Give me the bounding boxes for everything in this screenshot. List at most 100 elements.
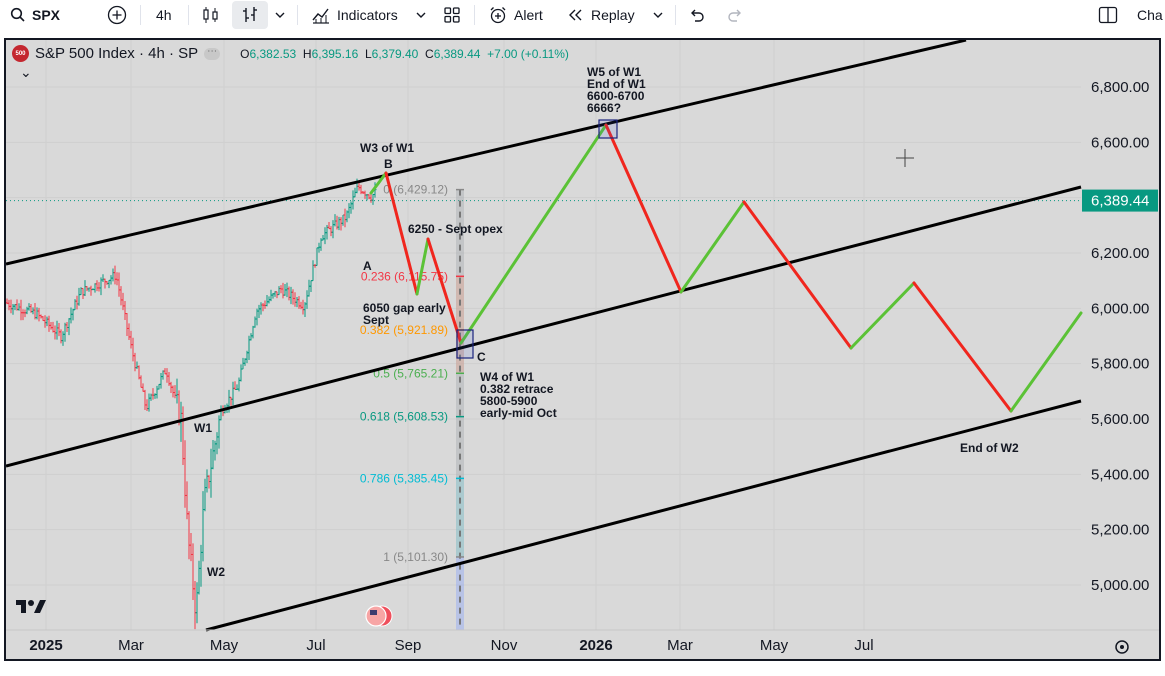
annotations: W1 W2 A B C W3 of W1 6250 - Sept opex 6050 gap … xyxy=(194,65,1019,579)
alert-button[interactable]: Alert xyxy=(488,0,543,30)
last-price-label: 6,389.44 xyxy=(1091,193,1149,210)
divider xyxy=(140,5,141,25)
fib-zone xyxy=(456,556,464,630)
fib-level-label: 0.382 (5,921.89) xyxy=(360,323,448,337)
tradingview-logo-icon xyxy=(16,600,46,613)
compare-button[interactable] xyxy=(107,0,127,30)
gear-icon xyxy=(1115,640,1129,654)
bottom-bar xyxy=(0,662,1165,676)
ohlc-values: O6,382.53 H6,395.16 L6,379.40 C6,389.44 … xyxy=(240,46,569,61)
price-bars xyxy=(6,178,377,630)
time-tick-label: 2025 xyxy=(29,637,62,654)
redo-icon xyxy=(728,9,741,22)
candles-icon xyxy=(203,7,218,23)
label-w4: 0.382 retrace xyxy=(480,382,554,396)
layout-button[interactable] xyxy=(1098,0,1118,30)
price-tick-label: 6,800.00 xyxy=(1091,79,1149,96)
replay-dropdown[interactable] xyxy=(652,0,664,30)
indicators-dropdown[interactable] xyxy=(415,0,427,30)
price-tick-label: 6,200.00 xyxy=(1091,245,1149,262)
time-tick-label: Sep xyxy=(395,637,422,654)
chevron-down-icon xyxy=(416,12,426,18)
indicators-button[interactable]: Indicators xyxy=(311,0,398,30)
price-tick-label: 5,000.00 xyxy=(1091,577,1149,594)
alarm-clock-icon xyxy=(490,7,506,24)
fib-level-label: 0.5 (5,765.21) xyxy=(373,366,448,380)
alert-label: Alert xyxy=(514,7,543,23)
wave-segment xyxy=(742,200,853,350)
interval-button[interactable]: 4h xyxy=(156,0,172,30)
label-sept-opex: 6250 - Sept opex xyxy=(408,222,503,236)
fib-zone xyxy=(456,478,464,557)
w5-target-box xyxy=(598,119,618,139)
more-dots-icon[interactable]: ⋯ xyxy=(204,46,221,60)
wave-segment xyxy=(679,200,746,294)
replay-button[interactable]: Replay xyxy=(567,0,635,30)
gear-icon xyxy=(1120,645,1124,649)
label-a: A xyxy=(363,259,372,273)
time-tick-label: Jul xyxy=(306,637,325,654)
bars-icon xyxy=(243,7,257,22)
undo-button[interactable] xyxy=(688,0,706,30)
price-tick-label: 5,400.00 xyxy=(1091,466,1149,483)
time-tick-label: Jul xyxy=(854,637,873,654)
chat-button[interactable]: Cha xyxy=(1137,0,1163,30)
channel-line xyxy=(205,399,1082,632)
chart-type-dropdown[interactable] xyxy=(274,0,286,30)
wave-segment xyxy=(459,123,608,345)
us-flag-event-icon xyxy=(365,605,387,627)
candles-style-button[interactable] xyxy=(201,0,221,30)
price-chart[interactable]: 0 (6,429.12) 0.236 (6,115.75) 0.382 (5,921… xyxy=(6,40,1159,659)
time-tick-label: Mar xyxy=(118,637,144,654)
us-flag-event-icon xyxy=(370,610,377,615)
bars-style-button[interactable] xyxy=(232,1,268,29)
label-b: B xyxy=(384,157,393,171)
close-value: 6,389.44 xyxy=(433,46,481,61)
label-w3-of-w1: W3 of W1 xyxy=(360,141,414,155)
label-gap: Sept xyxy=(363,313,389,327)
wave-segment xyxy=(912,281,1013,413)
label-w5: End of W1 xyxy=(587,77,646,91)
chart-pane[interactable]: 0 (6,429.12) 0.236 (6,115.75) 0.382 (5,921… xyxy=(4,38,1161,661)
chevron-down-icon xyxy=(653,12,663,18)
label-end-w2: End of W2 xyxy=(960,441,1019,455)
redo-button[interactable] xyxy=(726,0,744,30)
grid-icon xyxy=(444,7,460,23)
target-boxes xyxy=(456,119,618,359)
time-tick-label: 2026 xyxy=(579,637,612,654)
symbol-title[interactable]: S&P 500 Index · 4h · SP xyxy=(35,45,199,62)
label-w1: W1 xyxy=(194,421,212,435)
label-w5: W5 of W1 xyxy=(587,65,641,79)
label-gap: 6050 gap early xyxy=(363,301,446,315)
label-w4: early-mid Oct xyxy=(480,406,557,420)
fib-retracement: 0 (6,429.12) 0.236 (6,115.75) 0.382 (5,921… xyxy=(360,183,464,630)
axes: 6,800.006,600.006,400.006,200.006,000.00… xyxy=(6,79,1159,654)
label-w4: 5800-5900 xyxy=(480,394,538,408)
price-tick-label: 5,200.00 xyxy=(1091,522,1149,539)
chart-misc xyxy=(16,149,1129,654)
change-value: +7.00 (+0.11%) xyxy=(487,46,569,61)
templates-button[interactable] xyxy=(443,0,461,30)
chevron-down-icon xyxy=(275,12,285,18)
price-tick-label: 6,600.00 xyxy=(1091,134,1149,151)
time-tick-label: May xyxy=(760,637,789,654)
symbol-search[interactable]: SPX xyxy=(10,0,60,30)
time-tick-label: Mar xyxy=(667,637,693,654)
label-w5: 6600-6700 xyxy=(587,89,645,103)
wave-segment xyxy=(384,171,419,296)
label-w4: W4 of W1 xyxy=(480,370,534,384)
search-icon xyxy=(10,7,25,22)
price-tick-label: 5,800.00 xyxy=(1091,356,1149,373)
wave-projection xyxy=(369,123,1083,413)
symbol-legend: 500 S&P 500 Index · 4h · SP ⋯ O6,382.53 … xyxy=(12,45,569,62)
legend-collapse-icon[interactable]: ⌄ xyxy=(20,64,32,80)
last-price-tag xyxy=(1082,189,1158,212)
indicators-label: Indicators xyxy=(337,7,398,23)
symbol-label: SPX xyxy=(32,7,61,23)
interval-label: 4h xyxy=(156,7,172,23)
wave-segment xyxy=(415,237,430,296)
label-w2: W2 xyxy=(207,565,225,579)
high-value: 6,395.16 xyxy=(311,46,359,61)
wave-segment xyxy=(604,123,683,294)
layout-icon xyxy=(1098,6,1118,24)
